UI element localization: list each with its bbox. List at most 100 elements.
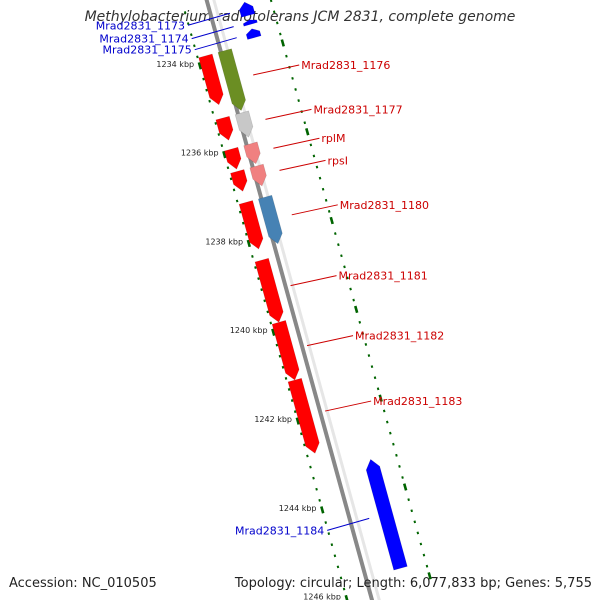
ruler-dot-outer: [202, 77, 205, 81]
gene-arrow: [238, 200, 264, 250]
ruler-dot-outer: [333, 554, 337, 558]
ruler-dot-inner: [398, 464, 401, 468]
ruler-dot-outer: [232, 188, 236, 192]
ruler-dot-inner: [297, 99, 300, 102]
ruler-dot-outer: [281, 365, 285, 369]
tick-label: 1246 kbp: [303, 593, 341, 600]
ruler-dot-outer: [275, 343, 279, 347]
ruler-dot-outer: [229, 177, 233, 181]
ruler-dot-inner: [410, 509, 413, 513]
ruler-dot-inner: [352, 298, 355, 302]
label-leader: [191, 26, 234, 40]
ruler-dot-inner: [291, 76, 294, 80]
ruler-dot-inner: [285, 54, 288, 58]
major-tick-inner: [402, 483, 408, 491]
ruler-dot-outer: [330, 543, 334, 547]
label-leader: [325, 400, 372, 412]
label-leader: [279, 159, 326, 171]
major-tick: [320, 506, 325, 514]
ruler-dot-outer: [257, 277, 260, 281]
ruler-dot-outer: [214, 121, 218, 125]
ruler-dot-inner: [269, 0, 273, 3]
ruler-dot-outer: [260, 288, 263, 292]
ruler-dot-outer: [278, 354, 282, 358]
label-leader: [187, 12, 231, 26]
ruler-dot-outer: [196, 55, 199, 59]
ruler-dot-inner: [272, 10, 276, 14]
gene-arrow-mrad2831_1176: [217, 48, 246, 111]
ruler-dot-outer: [220, 144, 224, 147]
gene-label-mrad2831_1175: Mrad2831_1175: [102, 44, 191, 57]
ruler-dot-outer: [269, 321, 273, 325]
major-tick: [295, 417, 300, 425]
gene-label-mrad2831_1180: Mrad2831_1180: [340, 199, 429, 212]
ruler-dot-outer: [266, 310, 269, 314]
ruler-dot-outer: [241, 221, 245, 225]
ruler-dot-outer: [327, 532, 331, 536]
ruler-dot-inner: [373, 376, 377, 380]
ruler-dot-outer: [318, 498, 321, 502]
ruler-dot-inner: [419, 542, 423, 546]
ruler-dot-inner: [294, 88, 297, 91]
ruler-dot-inner: [416, 531, 420, 535]
ruler-dot-outer: [300, 432, 303, 436]
gene-arrow-mrad2831_1173: [239, 1, 256, 18]
ruler-dot-outer: [238, 210, 242, 214]
ruler-dot-outer: [284, 376, 288, 380]
ruler-dot-outer: [251, 255, 254, 258]
gene-arrow-mrad2831_1174: [242, 19, 258, 27]
tick-label: 1238 kbp: [205, 237, 243, 246]
ruler-dot-inner: [425, 564, 429, 568]
ruler-dot-inner: [315, 165, 319, 169]
tick-label: 1244 kbp: [279, 504, 317, 513]
tick-label: 1242 kbp: [254, 415, 292, 424]
ruler-dot-outer: [312, 476, 315, 480]
ruler-dot-inner: [346, 276, 349, 280]
gene-arrow: [215, 115, 234, 141]
gene-arrow-mrad2831_1177: [234, 110, 254, 138]
ruler-dot-inner: [343, 265, 346, 269]
ruler-dot-outer: [183, 11, 187, 14]
tick-label: 1236 kbp: [181, 149, 219, 158]
gene-arrow: [230, 169, 248, 192]
major-tick-inner: [280, 39, 285, 47]
ruler-dot-inner: [364, 343, 368, 346]
ruler-dot-outer: [263, 299, 266, 303]
ruler-dot-outer: [309, 465, 312, 469]
ruler-dot-outer: [339, 576, 343, 580]
tick-label: 1234 kbp: [156, 60, 194, 69]
gene-label-mrad2831_1174: Mrad2831_1174: [99, 33, 188, 46]
gene-arrow-mrad2831_1181: [254, 257, 284, 323]
topology-summary: Topology: circular; Length: 6,077,833 bp…: [234, 576, 592, 591]
major-tick: [246, 239, 252, 248]
major-tick-inner: [427, 572, 432, 580]
ruler-dot-outer: [287, 388, 291, 391]
major-tick: [222, 150, 227, 159]
major-tick-inner: [329, 216, 334, 225]
ruler-dot-inner: [324, 198, 328, 202]
map-title: Methylobacterium radiotolerans JCM 2831,…: [84, 9, 516, 25]
major-tick-inner: [354, 305, 359, 314]
label-leader: [194, 37, 237, 51]
ruler-dot-inner: [309, 143, 313, 147]
ruler-dot-outer: [336, 565, 340, 569]
ruler-dot-outer: [190, 33, 193, 37]
ruler-dot-outer: [303, 443, 306, 447]
major-tick: [271, 328, 276, 336]
ruler-dot-outer: [211, 110, 214, 114]
ruler-dot-inner: [385, 420, 389, 424]
major-tick: [197, 62, 203, 70]
ruler-dot-inner: [413, 520, 417, 524]
gene-arrow-mrad2831_1175: [245, 28, 262, 40]
ruler-dot-inner: [321, 187, 325, 191]
ruler-dot-inner: [334, 232, 337, 236]
gene-label-mrad2831_1182: Mrad2831_1182: [355, 330, 444, 343]
ruler-dot-outer: [226, 166, 230, 170]
ruler-dot-inner: [422, 553, 426, 557]
gene-arrow-mrad2831_1184: [365, 458, 408, 571]
ruler-dot-outer: [324, 521, 328, 524]
ruler-dot-inner: [318, 176, 322, 180]
accession-text: Accession: NC_010505: [9, 576, 157, 591]
